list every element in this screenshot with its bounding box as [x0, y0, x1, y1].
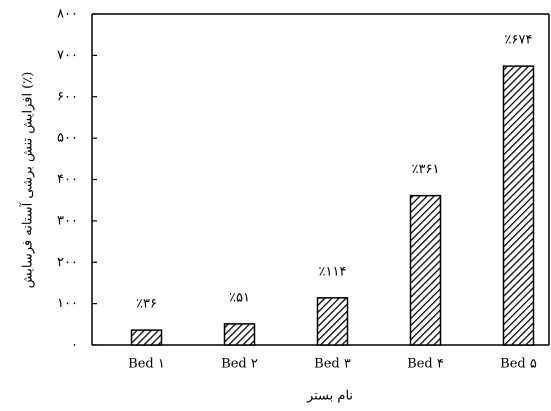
y-tick-label: ۲۰۰ [57, 255, 78, 270]
y-tick-label: ۷۰۰ [57, 48, 78, 63]
bar [223, 323, 256, 346]
x-tick-label: Bed ۱ [128, 357, 165, 372]
x-tick-label: Bed ۲ [221, 357, 258, 372]
y-axis-label: افزایش تنش برشی آستانه فرسایش (٪) [19, 72, 36, 289]
value-label: ٪۱۱۴ [319, 264, 347, 279]
y-tick-label: ۴۰۰ [57, 172, 78, 187]
y-tick-label: ۶۰۰ [57, 89, 78, 104]
value-label: ٪۳۶۱ [412, 162, 440, 177]
value-label: ٪۳۶ [136, 297, 157, 312]
bar [409, 194, 442, 346]
bar [316, 297, 349, 346]
y-tick-label: ۱۰۰ [57, 296, 78, 311]
x-tick-label: Bed ۴ [407, 357, 444, 372]
value-label: ٪۵۱ [229, 290, 250, 305]
y-tick-label: ۳۰۰ [57, 213, 78, 228]
x-axis-label: نام بستر [306, 389, 353, 404]
bar [130, 329, 163, 346]
value-label: ٪۶۷۴ [505, 33, 533, 48]
y-tick-label: ۸۰۰ [57, 7, 78, 22]
bar [502, 65, 535, 346]
y-tick-label: ۵۰۰ [57, 131, 78, 146]
y-tick-label: ۰ [71, 338, 78, 353]
x-tick-label: Bed ۳ [314, 357, 351, 372]
x-tick-label: Bed ۵ [500, 357, 537, 372]
